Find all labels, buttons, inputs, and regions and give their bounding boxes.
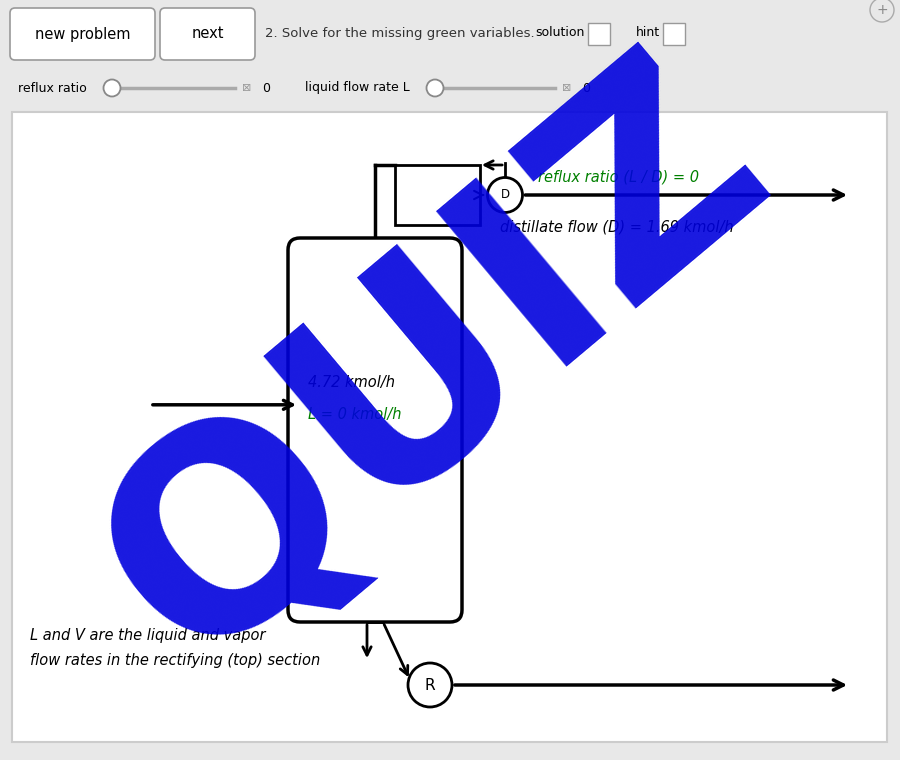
Circle shape — [427, 80, 444, 97]
Text: R: R — [425, 677, 436, 692]
Text: new problem: new problem — [35, 27, 130, 42]
Text: 0: 0 — [582, 81, 590, 94]
Bar — [663, 23, 685, 45]
FancyBboxPatch shape — [10, 8, 155, 60]
Text: liquid flow rate L: liquid flow rate L — [305, 81, 410, 94]
Text: ⊠: ⊠ — [242, 83, 251, 93]
FancyBboxPatch shape — [288, 238, 462, 622]
Text: 4.72 kmol/h: 4.72 kmol/h — [308, 375, 395, 391]
Circle shape — [488, 178, 523, 213]
Text: solution: solution — [536, 27, 585, 40]
Bar — [395, 165, 480, 225]
Bar — [12, 112, 887, 742]
Circle shape — [408, 663, 452, 707]
Text: next: next — [192, 27, 224, 42]
Text: reflux ratio (L / D) = 0: reflux ratio (L / D) = 0 — [537, 169, 698, 185]
Text: 2. Solve for the missing green variables.: 2. Solve for the missing green variables… — [266, 27, 535, 40]
Circle shape — [104, 80, 121, 97]
Text: distillate flow (D) = 1.69 kmol/h: distillate flow (D) = 1.69 kmol/h — [500, 220, 734, 235]
Text: QUIZ: QUIZ — [55, 15, 815, 715]
Text: L and V are the liquid and vapor
flow rates in the rectifying (top) section: L and V are the liquid and vapor flow ra… — [30, 629, 320, 668]
FancyBboxPatch shape — [160, 8, 255, 60]
Text: +: + — [877, 3, 887, 17]
Bar — [588, 23, 610, 45]
Circle shape — [870, 0, 894, 22]
Text: ⊠: ⊠ — [562, 83, 572, 93]
Text: L = 0 kmol/h: L = 0 kmol/h — [308, 407, 401, 423]
Text: reflux ratio: reflux ratio — [18, 81, 86, 94]
Text: hint: hint — [636, 27, 660, 40]
Text: 0: 0 — [262, 81, 270, 94]
Text: D: D — [500, 188, 509, 201]
